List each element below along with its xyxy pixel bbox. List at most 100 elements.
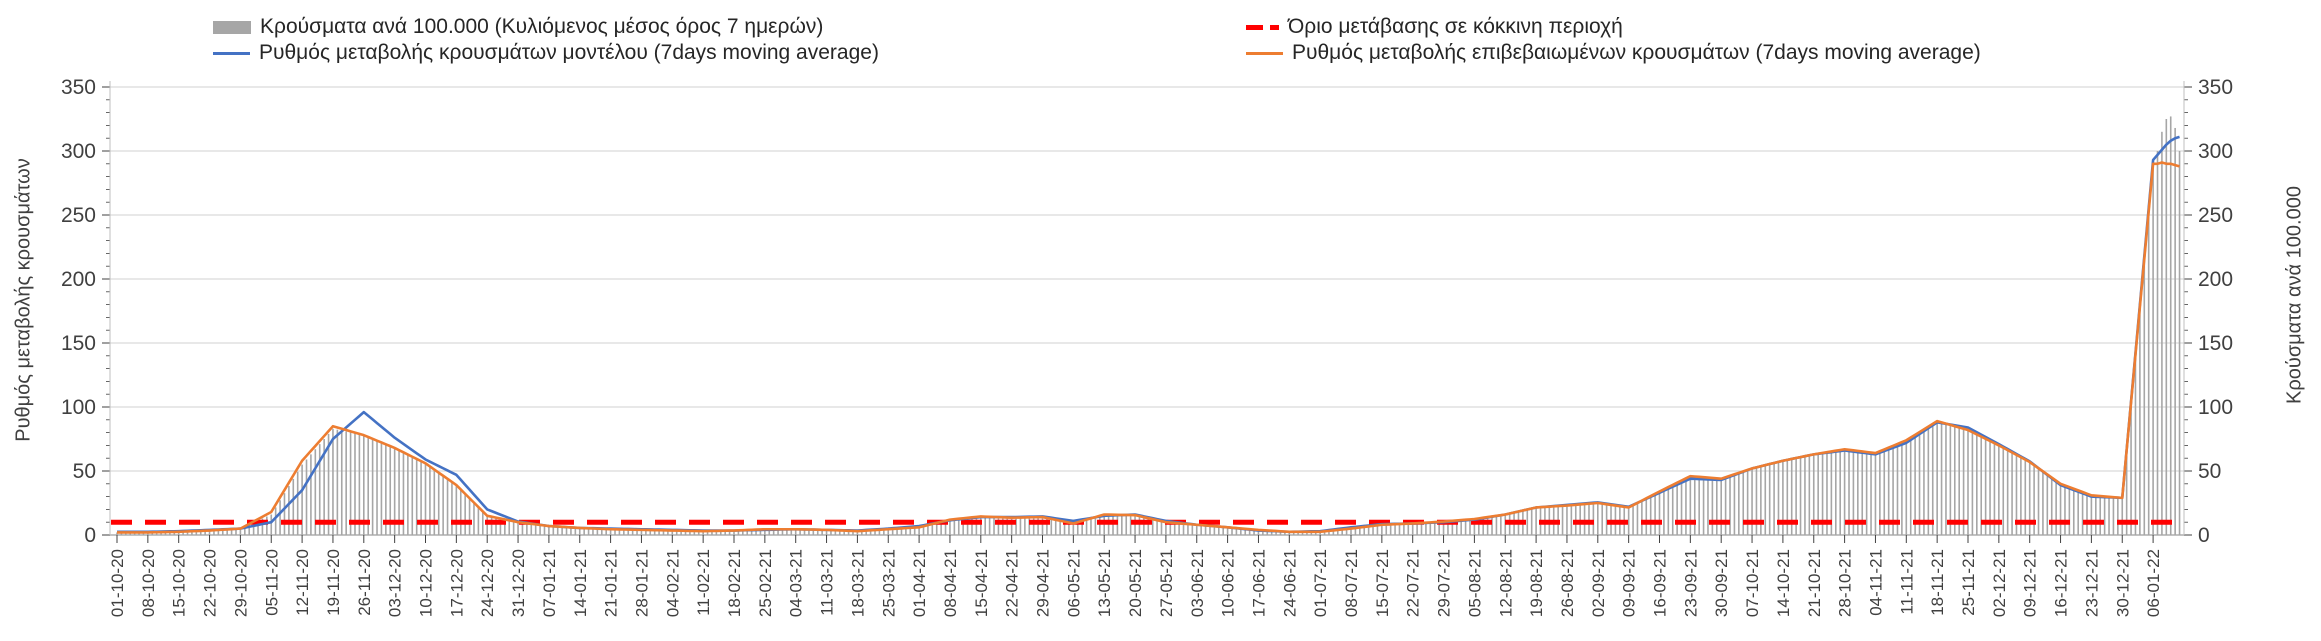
bar[interactable] xyxy=(1372,525,1374,535)
bar[interactable] xyxy=(398,450,400,535)
bar[interactable] xyxy=(239,528,242,535)
bar[interactable] xyxy=(1671,484,1674,535)
bar[interactable] xyxy=(1112,514,1114,535)
bar[interactable] xyxy=(1927,426,1930,535)
bar[interactable] xyxy=(980,516,982,535)
bar[interactable] xyxy=(1636,502,1639,535)
bar[interactable] xyxy=(750,529,753,535)
bar[interactable] xyxy=(526,523,528,535)
bar[interactable] xyxy=(371,438,374,535)
bar[interactable] xyxy=(1491,516,1493,535)
bar[interactable] xyxy=(975,516,978,535)
bar[interactable] xyxy=(1156,520,1158,535)
bar[interactable] xyxy=(2011,452,2013,535)
bar[interactable] xyxy=(724,530,726,535)
bar[interactable] xyxy=(746,529,749,535)
bar[interactable] xyxy=(1129,515,1132,535)
bar[interactable] xyxy=(931,524,934,535)
bar[interactable] xyxy=(1332,530,1335,535)
bar[interactable] xyxy=(993,516,995,535)
bar[interactable] xyxy=(261,518,264,535)
bar[interactable] xyxy=(455,485,458,535)
bar[interactable] xyxy=(1054,519,1057,535)
bar[interactable] xyxy=(1914,434,1916,535)
bar[interactable] xyxy=(534,524,537,535)
bar[interactable] xyxy=(803,529,806,535)
bar[interactable] xyxy=(918,527,920,535)
bar[interactable] xyxy=(1275,530,1277,535)
bar[interactable] xyxy=(389,446,392,535)
bar[interactable] xyxy=(1010,517,1013,535)
bar[interactable] xyxy=(1059,520,1061,535)
bar[interactable] xyxy=(2064,485,2066,535)
bar[interactable] xyxy=(1530,508,1533,535)
bar[interactable] xyxy=(821,529,823,535)
bar[interactable] xyxy=(2042,471,2044,535)
bar[interactable] xyxy=(376,440,378,535)
bar[interactable] xyxy=(1746,469,1749,535)
bar[interactable] xyxy=(667,530,669,535)
bar[interactable] xyxy=(477,507,480,535)
bar[interactable] xyxy=(1336,529,1339,535)
bar[interactable] xyxy=(1874,453,1877,535)
bar[interactable] xyxy=(1367,526,1370,535)
bar[interactable] xyxy=(226,529,228,535)
bar[interactable] xyxy=(812,529,815,535)
bar[interactable] xyxy=(1649,496,1652,535)
bar[interactable] xyxy=(2068,487,2071,535)
bar[interactable] xyxy=(1592,503,1595,535)
bar[interactable] xyxy=(1024,517,1026,535)
bar[interactable] xyxy=(486,515,488,535)
bar[interactable] xyxy=(1297,531,1299,535)
bar[interactable] xyxy=(1768,464,1771,535)
bar[interactable] xyxy=(2024,459,2027,535)
bar[interactable] xyxy=(935,522,938,535)
bar[interactable] xyxy=(433,469,436,535)
bar[interactable] xyxy=(266,516,268,535)
bar[interactable] xyxy=(1711,477,1714,535)
bar[interactable] xyxy=(843,530,845,535)
bar[interactable] xyxy=(437,472,440,535)
bar[interactable] xyxy=(1231,527,1233,535)
bar[interactable] xyxy=(2156,151,2159,535)
bar[interactable] xyxy=(270,514,273,535)
bar[interactable] xyxy=(1658,491,1661,535)
bar[interactable] xyxy=(680,530,682,535)
bar[interactable] xyxy=(548,526,550,535)
bar[interactable] xyxy=(151,532,154,535)
bar[interactable] xyxy=(490,516,493,535)
bar[interactable] xyxy=(2125,450,2128,535)
bar[interactable] xyxy=(336,429,339,535)
bar[interactable] xyxy=(1094,517,1097,535)
bar[interactable] xyxy=(2037,468,2040,535)
bar[interactable] xyxy=(830,530,832,535)
bar[interactable] xyxy=(1923,429,1925,535)
bar[interactable] xyxy=(790,529,793,535)
bar[interactable] xyxy=(1292,531,1295,535)
bar[interactable] xyxy=(385,444,387,535)
bar[interactable] xyxy=(195,531,198,535)
bar[interactable] xyxy=(1442,521,1445,535)
bar[interactable] xyxy=(1169,522,1172,535)
bar[interactable] xyxy=(2165,119,2168,535)
bar[interactable] xyxy=(2006,450,2009,535)
bar[interactable] xyxy=(653,530,656,535)
bar[interactable] xyxy=(1394,524,1396,535)
bar[interactable] xyxy=(230,529,233,535)
bar[interactable] xyxy=(1411,523,1414,535)
bar[interactable] xyxy=(640,529,643,535)
bar[interactable] xyxy=(1160,521,1163,535)
bar[interactable] xyxy=(1125,514,1128,535)
bar[interactable] xyxy=(177,531,180,535)
bar[interactable] xyxy=(1949,424,1952,535)
bar[interactable] xyxy=(1685,478,1687,535)
bar[interactable] xyxy=(495,517,497,535)
bar[interactable] xyxy=(1482,517,1485,535)
bar[interactable] xyxy=(1702,477,1705,535)
bar[interactable] xyxy=(1535,507,1537,535)
bar[interactable] xyxy=(332,428,334,535)
bar[interactable] xyxy=(407,454,409,535)
bar[interactable] xyxy=(847,530,850,535)
bar[interactable] xyxy=(1279,531,1282,535)
bar[interactable] xyxy=(574,527,577,535)
